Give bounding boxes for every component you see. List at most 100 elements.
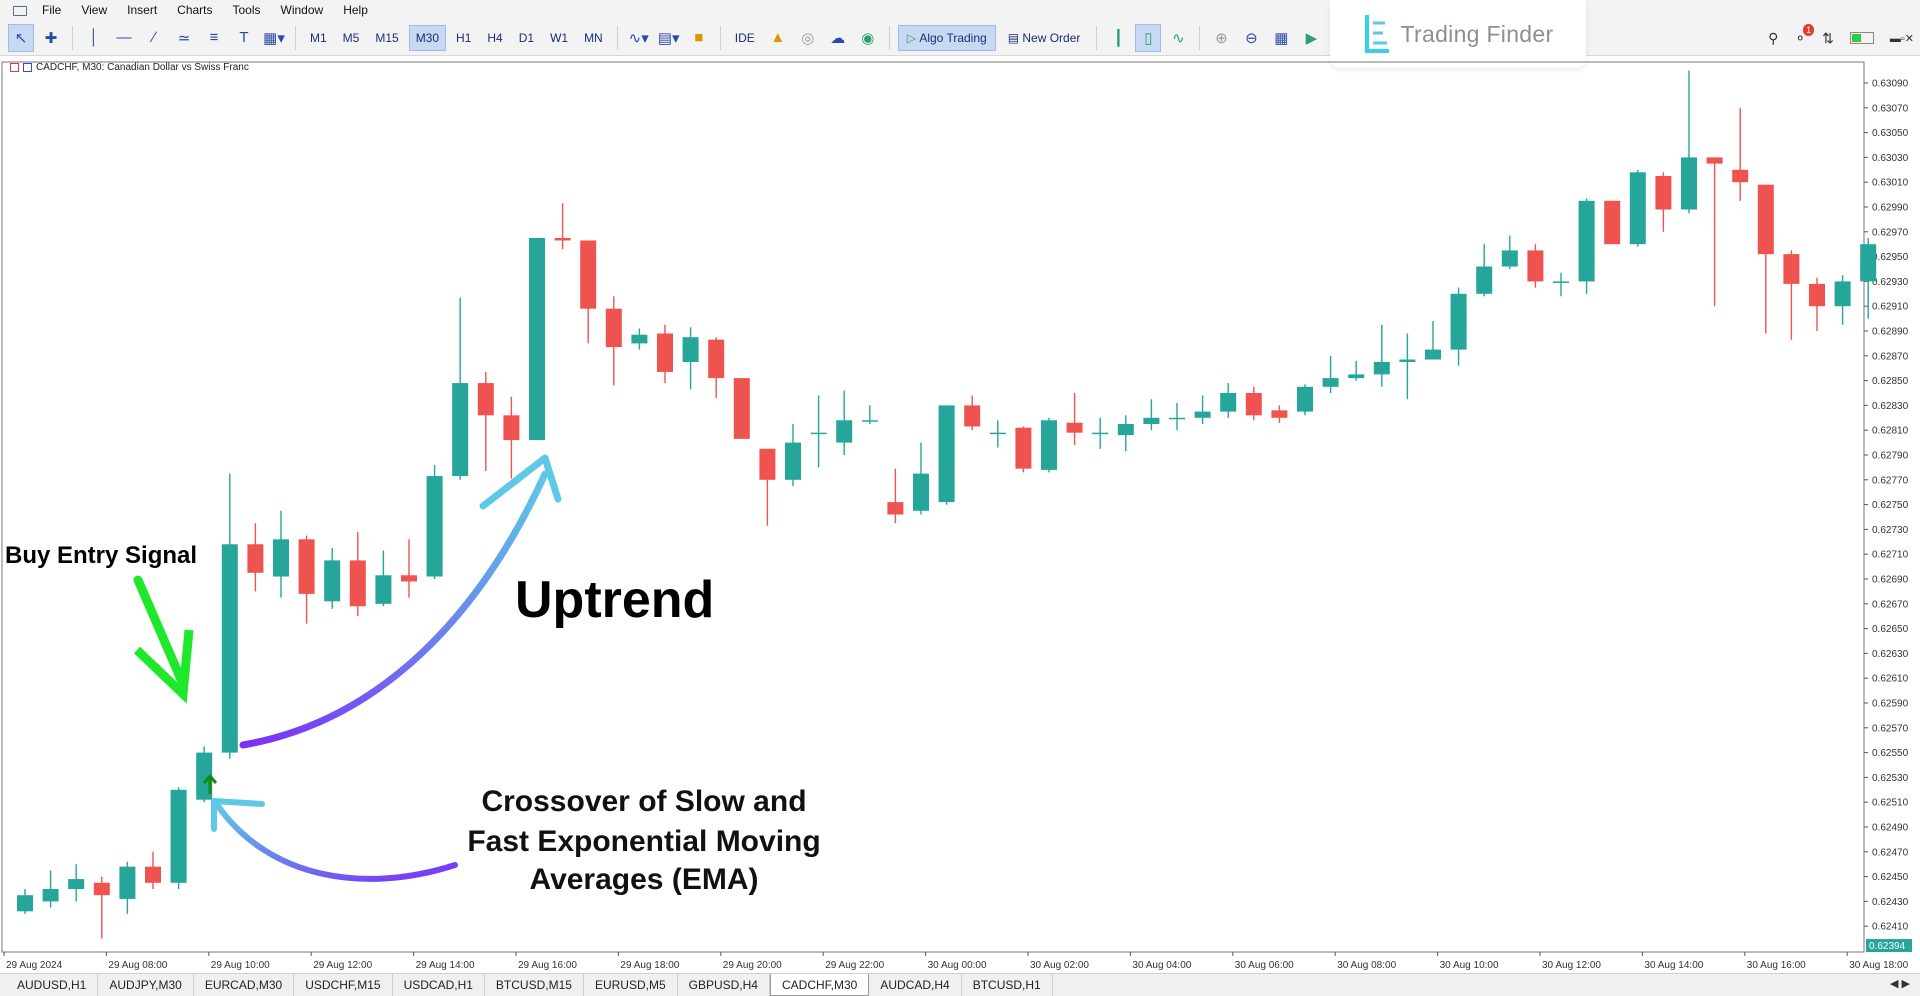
text-tool-icon[interactable]: T xyxy=(239,29,249,46)
window-controls-icon[interactable]: ▬▫✕ xyxy=(1889,32,1914,45)
lock-icon[interactable]: ▲ xyxy=(770,29,786,46)
timeframe-mn[interactable]: MN xyxy=(584,30,603,45)
y-tick-label: 0.62930 xyxy=(1872,277,1909,288)
menu-help[interactable]: Help xyxy=(343,3,368,17)
algo-trading-button[interactable]: ▷ Algo Trading xyxy=(897,24,996,51)
y-tick-label: 0.62950 xyxy=(1872,252,1909,263)
timeframe-d1[interactable]: D1 xyxy=(518,30,535,45)
fibonacci-icon[interactable]: ≡ xyxy=(209,29,219,46)
timeframe-h1[interactable]: H1 xyxy=(456,30,472,45)
chart-settings-icon xyxy=(23,63,32,72)
menu-charts[interactable]: Charts xyxy=(177,3,213,17)
bearish-candle xyxy=(1732,169,1749,183)
bullish-candle xyxy=(1194,411,1211,418)
menu-insert[interactable]: Insert xyxy=(127,3,158,17)
ide-button[interactable]: IDE xyxy=(734,30,755,45)
x-tick-label: 30 Aug 00:00 xyxy=(928,960,987,971)
symbol-tab-cadchf-m30[interactable]: CADCHF,M30 xyxy=(769,974,870,996)
horizontal-line-icon[interactable]: — xyxy=(116,29,132,46)
bullish-candle xyxy=(324,560,341,602)
symbol-tab-eurusd-m5[interactable]: EURUSD,M5 xyxy=(584,974,678,996)
signal-icon[interactable]: ◎ xyxy=(801,29,815,47)
bullish-candle xyxy=(375,575,392,604)
bearish-candle xyxy=(708,339,725,379)
x-tick-label: 29 Aug 20:00 xyxy=(723,960,782,971)
x-tick-label: 29 Aug 14:00 xyxy=(416,960,475,971)
chart-type-icon[interactable]: ∿▾ xyxy=(628,29,649,47)
timeframe-m1[interactable]: M1 xyxy=(310,30,327,45)
zoom-in-icon[interactable]: ⊕ xyxy=(1215,29,1228,47)
symbol-tab-audcad-h4[interactable]: AUDCAD,H4 xyxy=(869,974,962,996)
timeframe-w1[interactable]: W1 xyxy=(550,30,569,45)
bullish-candle xyxy=(1117,424,1134,436)
bullish-candle xyxy=(1860,244,1877,282)
candlestick-icon[interactable]: ▯ xyxy=(1135,23,1162,52)
cursor-icon[interactable]: ↖ xyxy=(8,23,34,52)
price-chart[interactable]: 0.63090 0.63070 0.63050 0.63030 0.63010 0.629… xyxy=(0,56,1920,971)
play-icon: ▷ xyxy=(906,30,920,45)
algo-trading-label: Algo Trading xyxy=(919,30,987,45)
menu-view[interactable]: View xyxy=(81,3,108,17)
notifications-icon[interactable]: ⚬ 1 xyxy=(1794,23,1815,47)
channel-icon[interactable]: ≃ xyxy=(177,29,191,47)
timeframe-m30[interactable]: M30 xyxy=(408,24,447,51)
symbol-tab-btcusd-m15[interactable]: BTCUSD,M15 xyxy=(485,974,584,996)
bearish-candle xyxy=(657,333,673,372)
logo-text: Trading Finder xyxy=(1400,20,1554,47)
symbol-tab-usdchf-m15[interactable]: USDCHF,M15 xyxy=(294,974,393,996)
x-tick-label: 30 Aug 04:00 xyxy=(1132,960,1191,971)
dollar-icon[interactable]: ■ xyxy=(694,29,704,46)
x-tick-label: 30 Aug 12:00 xyxy=(1542,960,1601,971)
menu-tools[interactable]: Tools xyxy=(232,3,261,17)
bearish-candle xyxy=(1015,427,1032,469)
crossover-label-line-1: Crossover of Slow and xyxy=(481,785,806,818)
bearish-candle xyxy=(503,415,520,441)
y-tick-label: 0.62670 xyxy=(1872,599,1909,610)
menu-file[interactable]: File xyxy=(42,3,62,17)
bullish-candle xyxy=(1450,293,1467,350)
zoom-out-icon[interactable]: ⊖ xyxy=(1245,29,1258,47)
menu-window[interactable]: Window xyxy=(280,3,324,17)
crosshair-icon[interactable]: ✚ xyxy=(44,29,58,47)
bullish-candle xyxy=(1681,157,1697,210)
bearish-candle xyxy=(580,240,597,309)
search-icon[interactable]: ⚲ xyxy=(1768,29,1779,46)
tab-navigation[interactable]: ◀ ▶ xyxy=(1890,978,1910,990)
timeframe-h4[interactable]: H4 xyxy=(487,30,503,45)
symbol-tab-usdcad-h1[interactable]: USDCAD,H1 xyxy=(393,974,485,996)
vertical-line-icon[interactable]: │ xyxy=(89,29,99,46)
trend-line-icon[interactable]: ∕ xyxy=(152,29,156,46)
bearish-candle xyxy=(1271,410,1288,418)
bearish-candle xyxy=(93,882,110,896)
timeframe-m5[interactable]: M5 xyxy=(342,30,360,45)
menu-bar: File View Insert Charts Tools Window Hel… xyxy=(0,0,1920,20)
notification-badge: 1 xyxy=(1803,23,1815,36)
symbol-tab-audusd-h1[interactable]: AUDUSD,H1 xyxy=(6,974,99,996)
templates-icon[interactable]: ▤▾ xyxy=(657,29,680,47)
symbol-tab-gbpusd-h4[interactable]: GBPUSD,H4 xyxy=(678,974,770,996)
symbol-tab-eurcad-m30[interactable]: EURCAD,M30 xyxy=(194,974,295,996)
bearish-candle xyxy=(247,544,264,573)
vps-icon[interactable]: ◉ xyxy=(861,29,875,47)
cloud-icon[interactable]: ☁ xyxy=(830,29,846,47)
timeframe-m15[interactable]: M15 xyxy=(375,30,399,45)
bullish-candle xyxy=(1220,393,1237,412)
y-tick-label: 0.62970 xyxy=(1872,227,1909,238)
grid-icon[interactable]: ▦ xyxy=(1274,29,1289,47)
bar-chart-icon[interactable]: ┃ xyxy=(1113,29,1123,47)
symbol-tab-audjpy-m30[interactable]: AUDJPY,M30 xyxy=(98,974,194,996)
y-tick-label: 0.62890 xyxy=(1872,327,1909,338)
y-tick-label: 0.62510 xyxy=(1872,798,1909,809)
shapes-icon[interactable]: ▦▾ xyxy=(263,29,285,47)
new-order-button[interactable]: ▤ New Order xyxy=(1000,25,1089,51)
chart-area[interactable]: 0.63090 0.63070 0.63050 0.63030 0.63010 0.629… xyxy=(0,56,1920,971)
autoscroll-icon[interactable]: ▶ xyxy=(1305,29,1318,47)
line-chart-icon[interactable]: ∿ xyxy=(1172,29,1185,47)
y-tick-label: 0.62770 xyxy=(1872,475,1909,486)
symbol-tab-btcusd-h1[interactable]: BTCUSD,H1 xyxy=(962,974,1053,996)
chart-title: CADCHF, M30: Canadian Dollar vs Swiss Fr… xyxy=(10,62,249,73)
x-tick-label: 29 Aug 22:00 xyxy=(825,960,884,971)
y-tick-label: 0.62790 xyxy=(1872,451,1909,462)
x-tick-label: 30 Aug 02:00 xyxy=(1030,960,1089,971)
bearish-candle xyxy=(1783,254,1800,284)
